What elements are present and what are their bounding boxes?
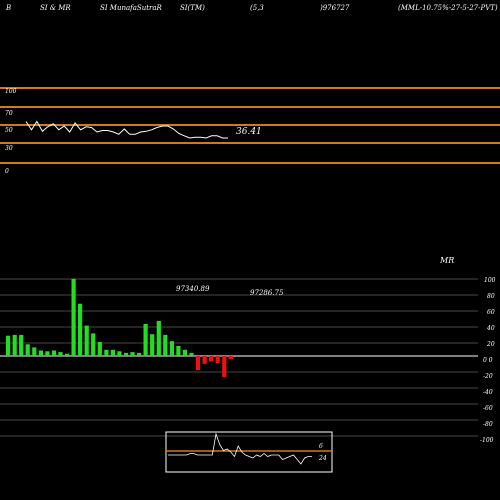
mr-bar-11	[78, 303, 83, 356]
mr-bar-14	[97, 342, 102, 356]
rsi-tick-50: 50	[5, 127, 13, 134]
mr-bar-15	[104, 349, 109, 356]
mr-bar-28	[189, 352, 194, 356]
header-text-6: )976727	[320, 4, 350, 12]
mr-value-label-2: 97286.75	[250, 289, 284, 297]
mr-tick-100: 100	[484, 277, 496, 284]
mr-tick-minus20: -20	[483, 373, 493, 380]
mr-bar-26	[176, 345, 181, 356]
mr-bar-29	[195, 356, 201, 370]
mr-bar-20	[137, 352, 142, 356]
mr-bar-5	[38, 350, 43, 356]
mr-bar-23	[156, 320, 161, 356]
mini-panel-frame	[165, 431, 333, 473]
mr-bar-13	[91, 333, 96, 356]
rsi-current-value: 36.41	[236, 127, 262, 137]
mr-bar-6	[45, 351, 50, 356]
mini-series-line	[168, 432, 312, 465]
rsi-tick-100: 100	[5, 88, 17, 95]
si-series-line	[25, 120, 228, 139]
mr-bar-21	[143, 324, 148, 356]
mr-bar-0	[6, 335, 11, 356]
header-text-1: B	[6, 4, 12, 12]
mr-bar-34	[228, 356, 233, 360]
mr-tick-minus80: -80	[483, 421, 493, 428]
mr-bar-16	[110, 349, 115, 356]
mr-bar-30	[202, 356, 207, 364]
header-text-7: (MML-10.75%-27-5-27-PVT) MunafaS	[398, 4, 500, 12]
mini-label-bottom: 24	[319, 455, 327, 462]
mr-bar-19	[130, 352, 135, 356]
mr-bar-9	[64, 353, 70, 356]
mr-bar-17	[117, 351, 122, 356]
mr-bar-7	[51, 350, 57, 356]
mr-tick-40: 40	[487, 325, 495, 332]
mr-tick-minus100: -100	[480, 437, 494, 444]
mr-bar-31	[209, 356, 214, 362]
mr-bar-3	[25, 344, 30, 356]
mr-bar-33	[222, 356, 227, 378]
rsi-tick-0: 0	[5, 168, 9, 175]
mr-tick-0: 0 0	[483, 357, 493, 364]
mr-bar-12	[84, 325, 89, 356]
header-text-5: (5,3	[250, 4, 264, 12]
mr-tick-minus60: -60	[483, 405, 493, 412]
mr-tick-minus40: -40	[483, 389, 493, 396]
mr-tick-80: 80	[487, 293, 495, 300]
mr-bar-18	[123, 352, 129, 356]
mr-bar-25	[169, 341, 174, 356]
mr-bar-2	[19, 334, 24, 356]
mr-title: MR	[440, 256, 455, 265]
mr-bar-8	[58, 352, 63, 356]
mr-bar-27	[182, 349, 187, 356]
rsi-tick-70: 70	[5, 110, 13, 117]
header-text-3: SI MunafaSutraR	[100, 4, 162, 12]
mr-bar-32	[215, 356, 220, 363]
mr-value-label-1: 97340.89	[176, 285, 210, 293]
header-text-2: SI & MR	[40, 4, 71, 12]
header-text-4: SI(TM)	[180, 4, 205, 12]
mr-bar-24	[163, 334, 168, 356]
mr-bar-1	[12, 334, 17, 356]
mr-bar-10	[71, 278, 76, 356]
mr-tick-60: 60	[487, 309, 495, 316]
mr-tick-20: 20	[487, 341, 495, 348]
mr-bar-4	[32, 347, 37, 356]
rsi-tick-30: 30	[5, 145, 13, 152]
mini-label-top: 6	[319, 443, 323, 450]
mr-bar-22	[150, 334, 155, 356]
